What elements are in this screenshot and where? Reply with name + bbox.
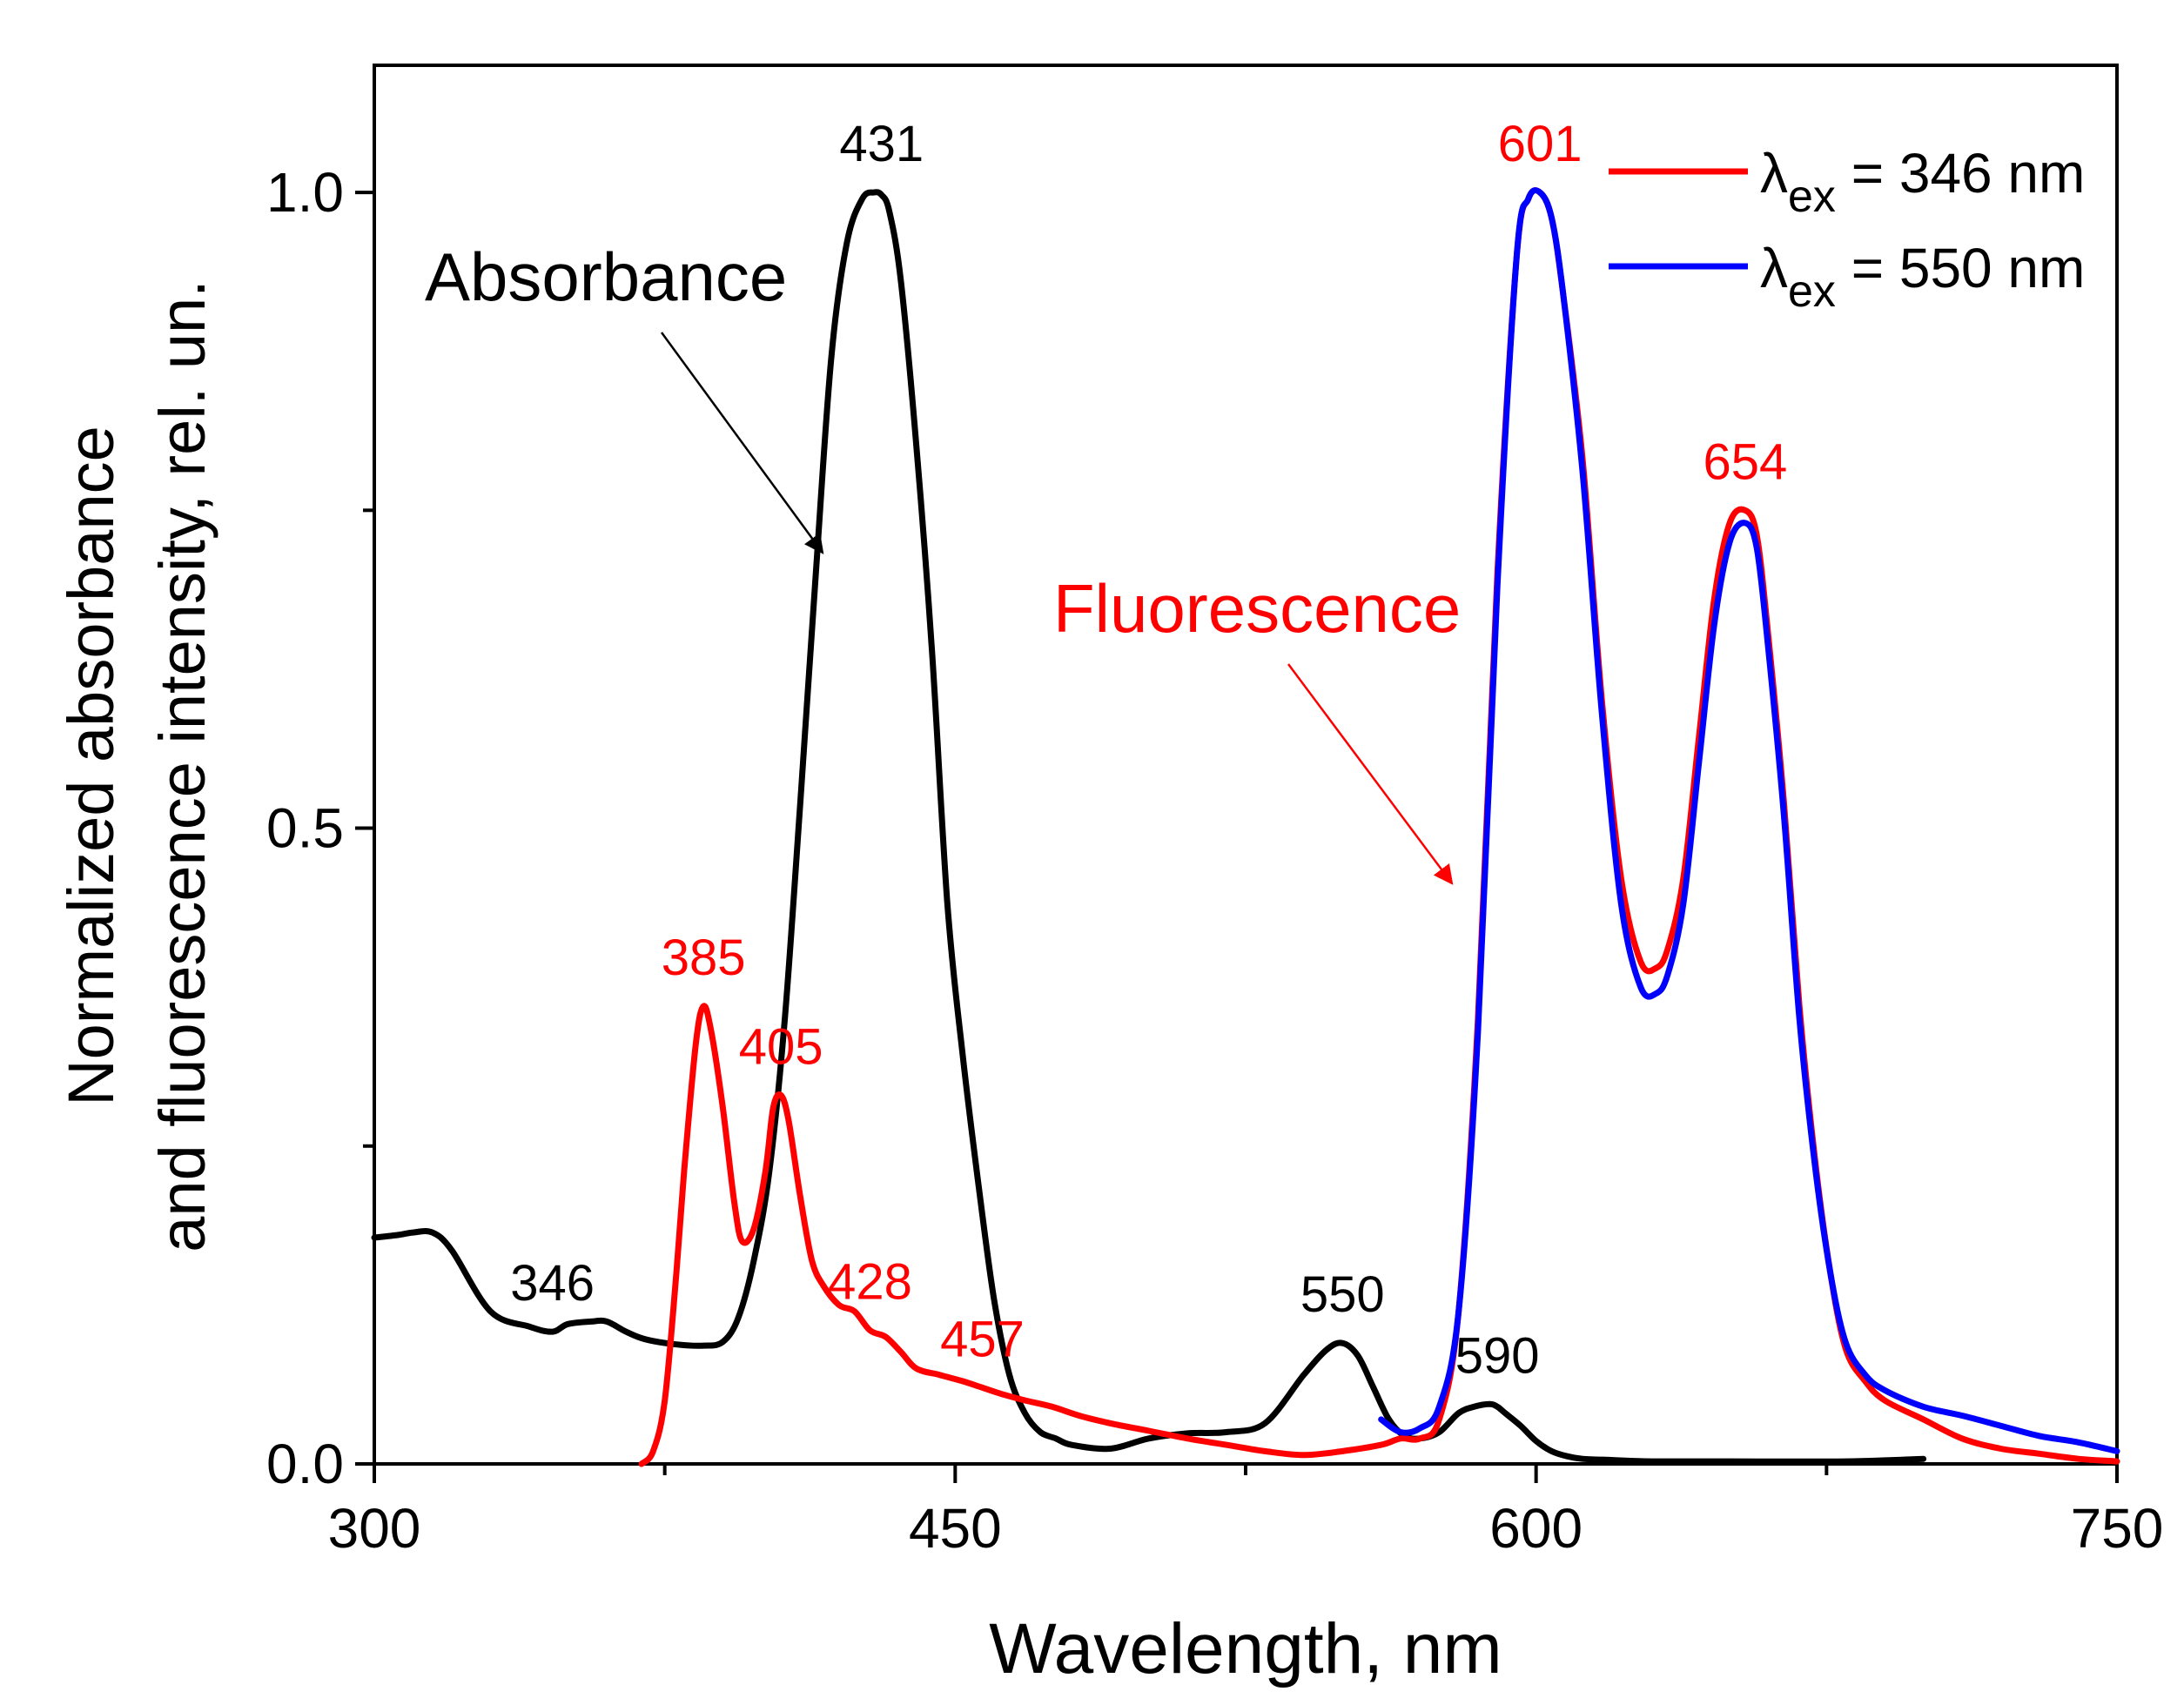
series-fluorescence-550 (1378, 187, 2120, 1454)
peak-label-601: 601 (1498, 116, 1583, 172)
peak-label-346: 346 (510, 1255, 595, 1312)
peak-label-654: 654 (1704, 433, 1788, 490)
x-tick-label: 750 (2071, 1497, 2164, 1560)
x-tick-label: 600 (1489, 1497, 1583, 1560)
fluorescence-arrow (1287, 663, 1454, 885)
peak-label-405: 405 (739, 1018, 823, 1075)
peak-label-550: 550 (1300, 1266, 1385, 1323)
y-tick-label: 0.5 (266, 797, 344, 860)
peak-label-385: 385 (662, 930, 746, 986)
peak-label-428: 428 (828, 1254, 912, 1311)
absorbance-annotation: Absorbance (425, 238, 787, 315)
legend-label-550: λex = 550 nm (1760, 237, 2085, 317)
x-tick-label: 450 (909, 1497, 1002, 1560)
x-tick-label: 300 (328, 1497, 421, 1560)
fluorescence-annotation: Fluorescence (1053, 570, 1461, 647)
y-tick-label: 0.0 (266, 1433, 344, 1495)
x-axis-label: Wavelength, nm (989, 1609, 1502, 1688)
axis-ticks: 300 450 600 750 0.0 0.5 1.0 (266, 161, 2163, 1560)
y-axis-label-line1: Normalized absorbance (55, 426, 127, 1106)
y-axis-label-line2: and fluorescence intensity, rel. un. (146, 279, 218, 1252)
legend: λex = 346 nm λex = 550 nm (1609, 142, 2085, 317)
series-layer (371, 187, 2120, 1467)
peak-label-431: 431 (839, 116, 924, 172)
legend-label-346: λex = 346 nm (1760, 142, 2085, 222)
absorbance-arrow (660, 332, 824, 554)
peak-label-590: 590 (1455, 1327, 1540, 1384)
peak-label-457: 457 (940, 1311, 1025, 1367)
y-tick-label: 1.0 (266, 161, 344, 224)
peak-labels: 431 346 550 590 385 405 428 457 601 654 (510, 116, 1787, 1384)
